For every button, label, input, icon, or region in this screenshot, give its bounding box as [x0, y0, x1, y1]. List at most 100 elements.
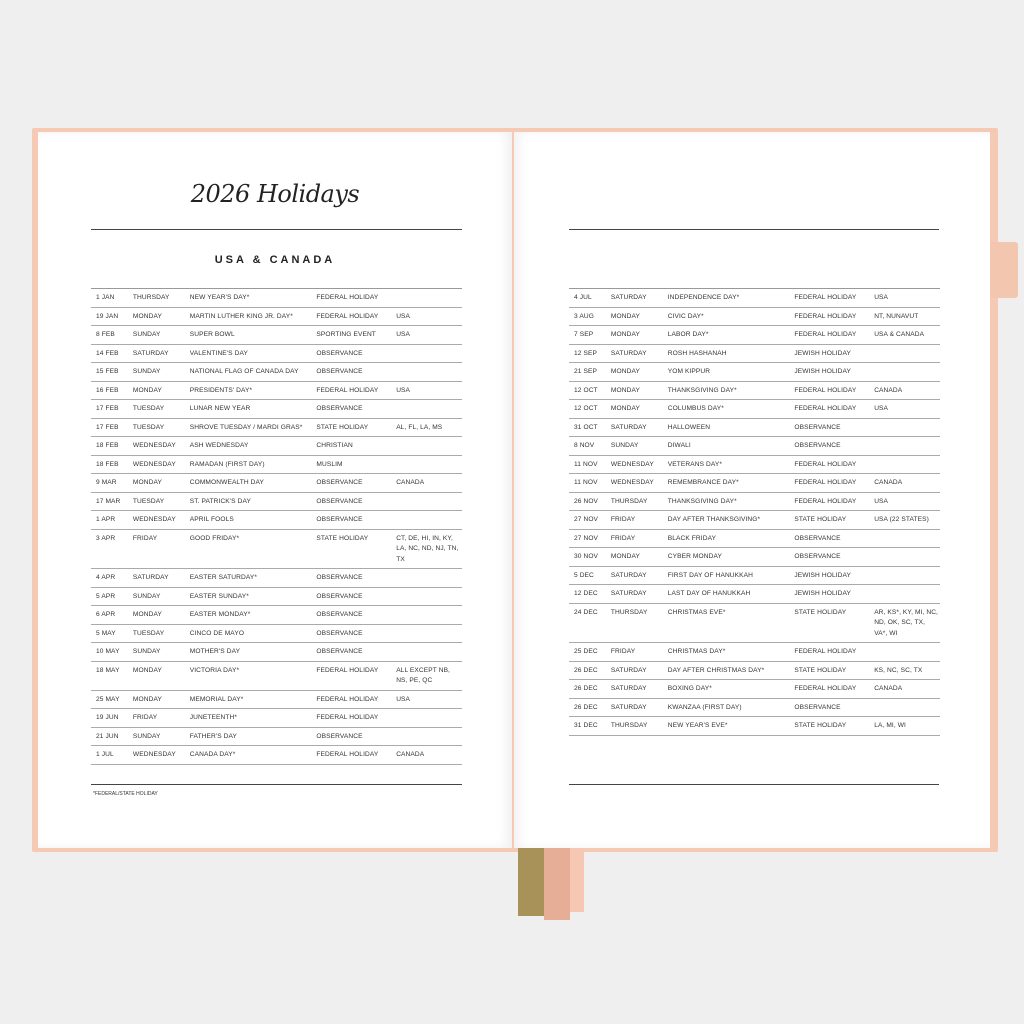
cell-weekday: TUESDAY [132, 405, 165, 412]
cell-region [874, 460, 940, 471]
cell-type: FEDERAL HOLIDAY [794, 685, 857, 692]
cell-type: OBSERVANCE [316, 497, 363, 505]
cell-holiday: FIRST DAY OF HANUKKAH [667, 571, 754, 579]
cell-holiday: FATHER'S DAY [189, 732, 238, 740]
cell-date: 4 APR [96, 574, 116, 581]
cell-holiday: THANKSGIVING DAY* [667, 386, 737, 394]
table-row: 4 APR SATURDAY EASTER SATURDAY* OBSERVANCE [91, 569, 462, 588]
table-row: 31 DEC THURSDAY NEW YEAR'S EVE* STATE HOLID… [569, 717, 940, 736]
cell-type: STATE HOLIDAY [794, 608, 847, 616]
cell-date: 1 APR [96, 516, 116, 523]
cell-date: 18 FEB [96, 460, 119, 468]
cell-holiday: BOXING DAY* [667, 685, 712, 692]
table-row: 12 OCT MONDAY COLUMBUS DAY* FEDERAL HOLIDAY… [569, 400, 940, 419]
bookmark-ribbon-olive[interactable] [518, 848, 544, 916]
cell-region: USA [396, 695, 411, 703]
cell-date: 3 APR [96, 534, 116, 542]
table-row: 5 DEC SATURDAY FIRST DAY OF HANUKKAH JEWISH… [569, 567, 940, 585]
cell-holiday: LUNAR NEW YEAR [189, 405, 251, 412]
table-row: 17 MAR TUESDAY ST. PATRICK'S DAY OBSERVANCE [91, 493, 462, 511]
cell-holiday: MARTIN LUTHER KING JR. DAY* [189, 312, 293, 320]
cell-region [396, 515, 462, 526]
cell-weekday: SATURDAY [610, 666, 647, 674]
cell-type: FEDERAL HOLIDAY [794, 331, 857, 338]
cell-weekday: WEDNESDAY [132, 442, 176, 449]
cell-weekday: SUNDAY [610, 442, 639, 449]
cell-date: 26 DEC [574, 703, 598, 711]
cell-region [396, 441, 462, 452]
section-heading: USA & CANADA [214, 254, 336, 266]
cell-region: USA [874, 497, 889, 505]
cell-date: 25 MAY [96, 695, 120, 703]
cell-region: AR, KS*, KY, MI, NC, ND, OK, SC, TX, VA*… [874, 608, 938, 637]
cell-weekday: WEDNESDAY [610, 460, 654, 468]
cell-date: 4 JUL [574, 294, 592, 301]
table-row: 7 SEP MONDAY LABOR DAY* FEDERAL HOLIDAY USA … [569, 326, 940, 345]
cell-weekday: SATURDAY [132, 574, 169, 581]
cell-region: USA [874, 405, 889, 412]
cell-holiday: CIVIC DAY* [667, 312, 704, 320]
cell-holiday: THANKSGIVING DAY* [667, 497, 737, 505]
cell-holiday: COLUMBUS DAY* [667, 405, 724, 412]
table-row: 15 FEB SUNDAY NATIONAL FLAG OF CANADA DAY O… [91, 363, 462, 382]
cell-holiday: DAY AFTER CHRISTMAS DAY* [667, 666, 765, 674]
cell-type: OBSERVANCE [316, 611, 363, 618]
cell-type: FEDERAL HOLIDAY [794, 460, 857, 468]
cell-weekday: SUNDAY [132, 648, 161, 655]
cell-type: OBSERVANCE [316, 592, 363, 600]
cell-holiday: REMEMBRANCE DAY* [667, 479, 739, 486]
table-row: 3 AUG MONDAY CIVIC DAY* FEDERAL HOLIDAY NT, … [569, 308, 940, 326]
cell-holiday: LAST DAY OF HANUKKAH [667, 590, 751, 597]
cell-weekday: SATURDAY [610, 590, 647, 597]
cell-type: FEDERAL HOLIDAY [794, 405, 857, 412]
cell-holiday: YOM KIPPUR [667, 368, 711, 375]
page-tab[interactable] [990, 242, 1018, 298]
cell-region: CANADA [396, 751, 425, 758]
cell-region: USA [396, 312, 411, 320]
cell-region [874, 423, 940, 434]
cell-region: AL, FL, LA, MS [396, 423, 443, 431]
cell-date: 21 JUN [96, 732, 119, 740]
cell-date: 1 JAN [96, 294, 115, 301]
cell-date: 12 OCT [574, 405, 598, 412]
cell-type: STATE HOLIDAY [794, 666, 847, 674]
table-row: 27 NOV FRIDAY BLACK FRIDAY OBSERVANCE [569, 530, 940, 548]
cell-type: FEDERAL HOLIDAY [316, 714, 379, 721]
cell-type: FEDERAL HOLIDAY [316, 386, 379, 394]
cell-date: 30 NOV [574, 553, 599, 560]
cell-type: MUSLIM [316, 460, 343, 468]
cell-type: OBSERVANCE [316, 405, 363, 412]
divider [91, 784, 462, 785]
cell-holiday: GOOD FRIDAY* [189, 534, 240, 542]
cell-weekday: MONDAY [132, 479, 162, 486]
cell-weekday: MONDAY [132, 386, 162, 394]
cell-region: USA [396, 331, 411, 338]
table-row: 11 NOV WEDNESDAY REMEMBRANCE DAY* FEDERAL H… [569, 474, 940, 493]
table-row: 27 NOV FRIDAY DAY AFTER THANKSGIVING* STATE… [569, 511, 940, 530]
cell-weekday: THURSDAY [610, 608, 648, 616]
cell-holiday: DIWALI [667, 442, 691, 449]
cell-date: 3 AUG [574, 312, 594, 320]
cell-holiday: INDEPENDENCE DAY* [667, 294, 740, 301]
cell-weekday: SUNDAY [132, 331, 161, 338]
cell-region [396, 732, 462, 743]
cell-date: 17 FEB [96, 423, 119, 431]
cell-region: CANADA [396, 479, 425, 486]
table-row: 26 DEC SATURDAY KWANZAA (FIRST DAY) OBSERVA… [569, 699, 940, 717]
cell-weekday: TUESDAY [132, 423, 165, 431]
cell-region: NT, NUNAVUT [874, 312, 919, 320]
cell-weekday: MONDAY [610, 312, 640, 320]
cell-type: STATE HOLIDAY [316, 423, 369, 431]
table-row: 6 APR MONDAY EASTER MONDAY* OBSERVANCE [91, 606, 462, 625]
table-row: 12 OCT MONDAY THANKSGIVING DAY* FEDERAL HOL… [569, 382, 940, 400]
table-row: 26 NOV THURSDAY THANKSGIVING DAY* FEDERAL H… [569, 493, 940, 511]
cell-holiday: BLACK FRIDAY [667, 534, 717, 542]
cell-holiday: PRESIDENTS' DAY* [189, 386, 253, 394]
cell-type: FEDERAL HOLIDAY [316, 751, 379, 758]
table-row: 31 OCT SATURDAY HALLOWEEN OBSERVANCE [569, 419, 940, 437]
bookmark-ribbon-pink[interactable] [544, 848, 570, 920]
cell-date: 18 MAY [96, 666, 120, 674]
cell-region: CANADA [874, 479, 903, 486]
cell-region [874, 571, 940, 582]
cell-type: CHRISTIAN [316, 442, 353, 449]
